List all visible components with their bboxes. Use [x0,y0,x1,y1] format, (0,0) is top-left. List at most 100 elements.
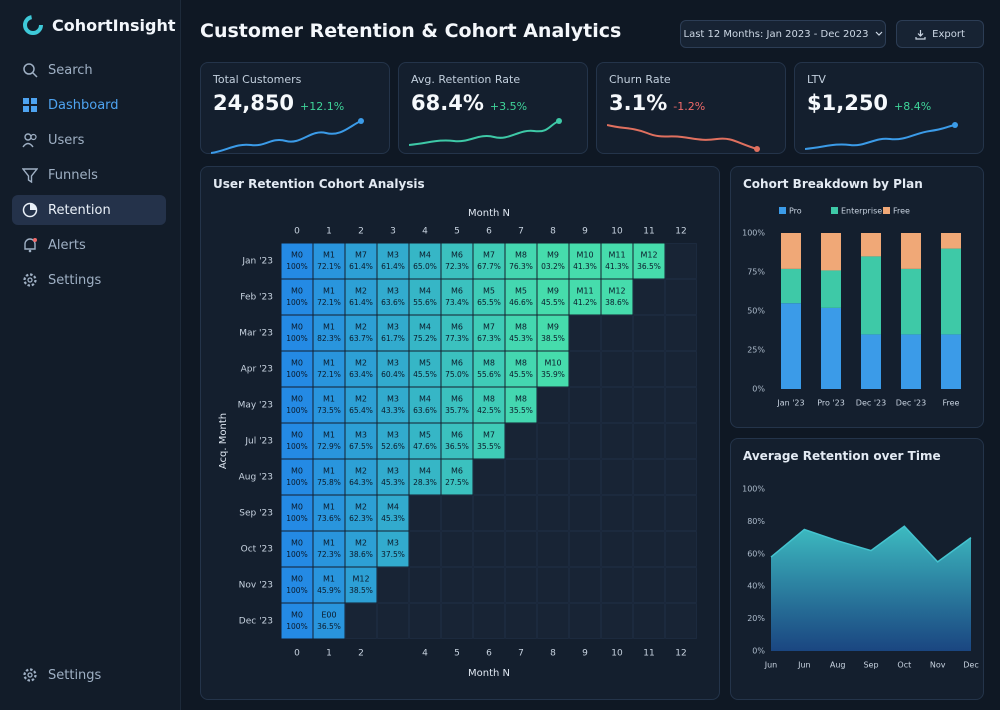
cell-period: M3 [387,431,399,440]
nav-label: Alerts [48,237,86,253]
sparkline-dot [358,118,364,124]
empty-cell [601,603,633,639]
cell-period: M10 [576,251,593,260]
cell-period: M1 [323,359,335,368]
cell-period: M0 [291,359,303,368]
empty-cell [601,459,633,495]
logo-icon [23,15,43,35]
nav-dashboard[interactable]: Dashboard [12,90,166,120]
cohort-cell [441,423,473,459]
empty-cell [409,603,441,639]
nav-label: Search [48,62,93,78]
cell-period: M0 [291,503,303,512]
cohort-cell [409,351,441,387]
bar-segment [821,233,841,271]
empty-cell [601,387,633,423]
empty-cell [665,531,697,567]
empty-cell [569,387,601,423]
bar-segment [781,233,801,269]
empty-cell [633,459,665,495]
cohort-cell [345,495,377,531]
cell-rate: 72.3% [317,550,341,559]
cell-rate: 45.3% [381,478,405,487]
cell-period: M5 [419,431,431,440]
bar-segment [941,248,961,335]
cohort-cell [281,279,313,315]
cell-period: M6 [451,359,463,368]
bottom-tick-label: 8 [550,649,556,659]
kpi-card: LTV $1,250 +8.4% [794,62,984,154]
empty-cell [441,495,473,531]
export-button[interactable]: Export [896,20,984,48]
kpi-delta: +12.1% [300,100,345,113]
empty-cell [473,459,505,495]
bar-segment [901,233,921,269]
sparkline-path [805,124,956,150]
cohort-cell [377,315,409,351]
cell-period: M1 [323,431,335,440]
cohort-cell [409,423,441,459]
cell-period: M9 [547,287,559,296]
cohort-cell [537,351,569,387]
empty-cell [505,459,537,495]
cell-rate: 45.5% [509,370,533,379]
empty-cell [633,603,665,639]
cell-period: M6 [451,251,463,260]
nav-label: Dashboard [48,97,119,113]
empty-cell [537,603,569,639]
cohort-cell [313,495,345,531]
cohort-cell [281,387,313,423]
nav-settings-footer[interactable]: Settings [12,660,166,690]
date-range[interactable]: Last 12 Months: Jan 2023 - Dec 2023 [680,20,886,48]
nav-search[interactable]: Search [12,55,166,85]
column-label: 3 [390,227,396,237]
empty-cell [473,567,505,603]
bottom-tick-label: 12 [675,649,686,659]
export-label: Export [932,28,965,40]
column-label: 2 [358,227,364,237]
cohort-cell [441,279,473,315]
cell-period: M1 [323,251,335,260]
cell-period: M3 [355,431,367,440]
cell-period: M1 [323,287,335,296]
cell-rate: 72.1% [317,262,341,271]
nav-retention[interactable]: Retention [12,195,166,225]
cohort-cell [569,279,601,315]
cohort-cell [345,567,377,603]
row-label: May '23 [238,401,273,411]
nav-alerts[interactable]: Alerts [12,230,166,260]
cell-rate: 63.6% [381,298,405,307]
empty-cell [633,495,665,531]
cohort-cell [281,567,313,603]
sparkline-dot [556,118,562,124]
panel-title: User Retention Cohort Analysis [213,177,425,191]
cell-period: M3 [387,467,399,476]
row-label: Feb '23 [240,293,273,303]
row-label: Jan '23 [241,257,273,267]
cell-period: M6 [451,431,463,440]
cohort-panel: User Retention Cohort Analysis Month N 0 1… [200,166,720,700]
empty-cell [537,495,569,531]
nav-funnels[interactable]: Funnels [12,160,166,190]
empty-cell [633,279,665,315]
nav-users[interactable]: Users [12,125,166,155]
cohort-cell [441,315,473,351]
cohort-cell [281,423,313,459]
x-tick-label: Nov [930,661,946,670]
y-tick-label: 80% [747,517,765,526]
bar-segment [821,270,841,308]
cohort-cell [281,315,313,351]
kpi-number: 24,850 [213,91,295,115]
nav-settings[interactable]: Settings [12,265,166,295]
cell-rate: 76.3% [509,262,533,271]
kpi-value: $1,250 +8.4% [807,91,931,115]
cohort-cell [505,279,537,315]
cell-period: M3 [387,539,399,548]
cell-rate: 38.5% [349,586,373,595]
column-label: 9 [582,227,588,237]
sparkline [211,118,364,154]
cell-rate: 73.4% [445,298,469,307]
kpi-value: 68.4% +3.5% [411,91,527,115]
kpi-label: Total Customers [213,73,302,86]
cell-period: M6 [451,287,463,296]
